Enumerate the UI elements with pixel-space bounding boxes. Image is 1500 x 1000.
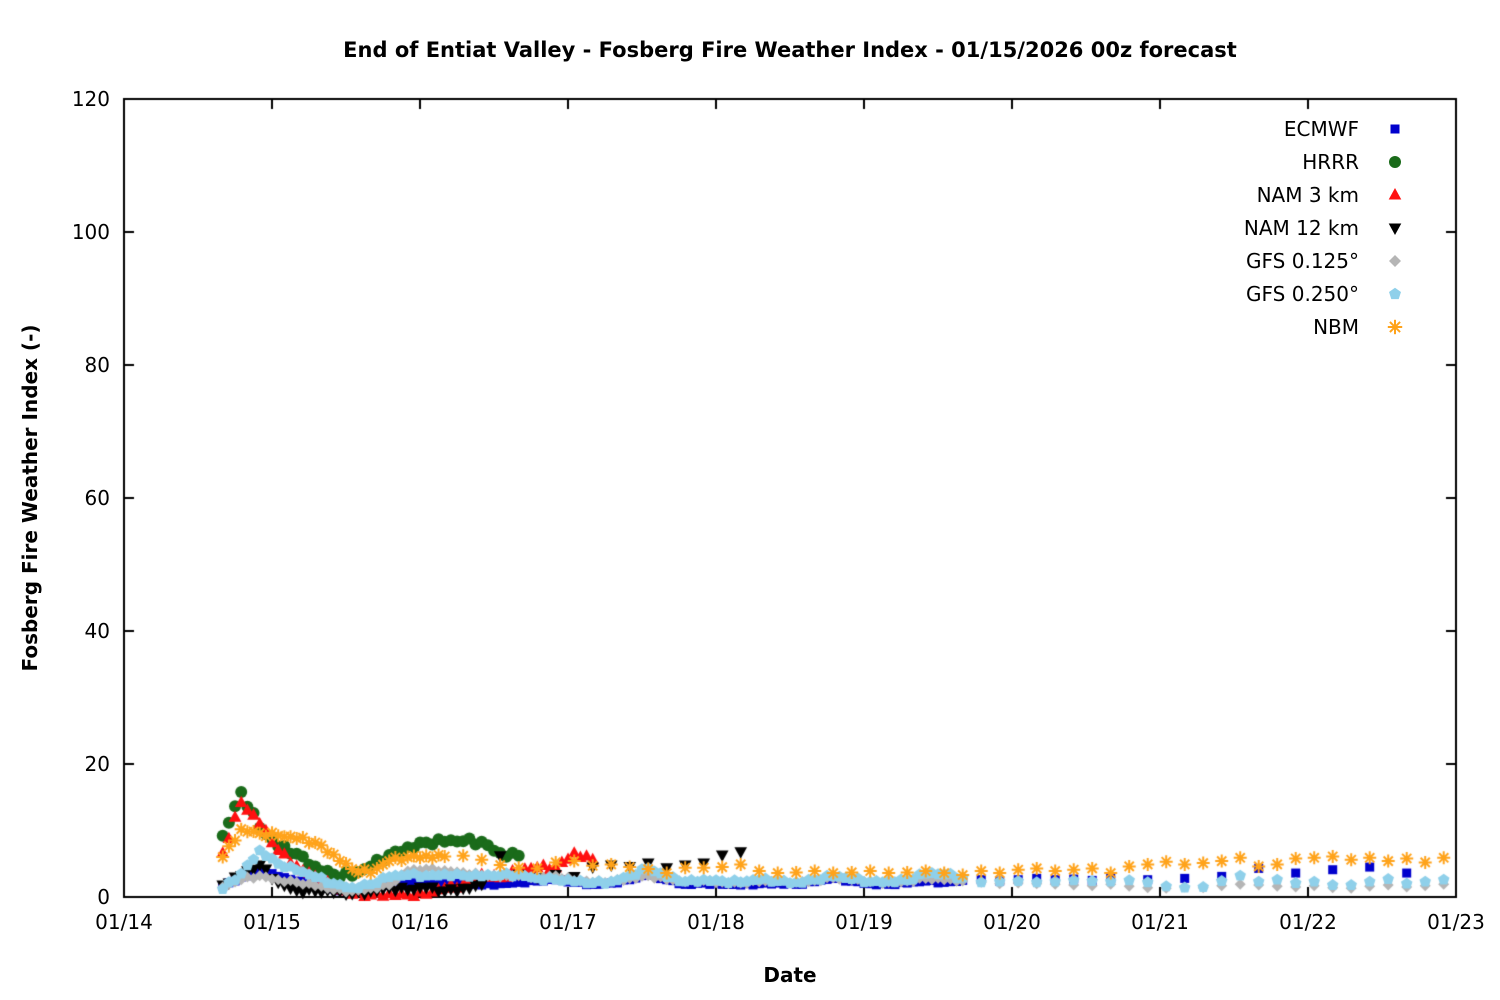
y-tick-label-100: 100: [71, 220, 110, 244]
x-tick-label-01-22: 01/22: [1279, 910, 1337, 934]
legend-label-nam-3km: NAM 3 km: [1256, 182, 1359, 207]
y-tick-label-80: 80: [84, 353, 110, 377]
y-tick-label-120: 120: [71, 87, 110, 111]
legend-label-gfs-0250: GFS 0.250°: [1246, 281, 1359, 306]
legend-item-gfs-0250: GFS 0.250°: [1244, 277, 1407, 310]
y-tick-label-0: 0: [97, 885, 110, 909]
legend-item-nam-12km: NAM 12 km: [1244, 211, 1407, 244]
legend-item-nbm: NBM: [1244, 310, 1407, 343]
chart-title: End of Entiat Valley - Fosberg Fire Weat…: [343, 38, 1237, 62]
x-tick-label-01-17: 01/17: [539, 910, 597, 934]
x-tick-label-01-20: 01/20: [983, 910, 1041, 934]
nbm-marker-icon: [1383, 315, 1407, 339]
x-tick-label-01-16: 01/16: [391, 910, 449, 934]
ecmwf-marker-icon: [1383, 117, 1407, 141]
legend-item-gfs-0125: GFS 0.125°: [1244, 244, 1407, 277]
x-tick-label-01-23: 01/23: [1427, 910, 1485, 934]
y-tick-label-20: 20: [84, 752, 110, 776]
nam-3km-marker-icon: [1383, 183, 1407, 207]
legend-label-ecmwf: ECMWF: [1283, 116, 1359, 141]
x-tick-label-01-14: 01/14: [95, 910, 153, 934]
legend-item-hrrr: HRRR: [1244, 145, 1407, 178]
x-tick-label-01-15: 01/15: [243, 910, 301, 934]
hrrr-marker-icon: [1383, 150, 1407, 174]
y-tick-label-60: 60: [84, 486, 110, 510]
x-tick-label-01-19: 01/19: [835, 910, 893, 934]
x-tick-label-01-21: 01/21: [1131, 910, 1189, 934]
y-tick-label-40: 40: [84, 619, 110, 643]
legend-item-nam-3km: NAM 3 km: [1244, 178, 1407, 211]
legend-label-nbm: NBM: [1313, 314, 1359, 339]
legend-item-ecmwf: ECMWF: [1244, 112, 1407, 145]
y-axis-label: Fosberg Fire Weather Index (-): [18, 324, 42, 672]
nam-12km-marker-icon: [1383, 216, 1407, 240]
gfs-0125-marker-icon: [1383, 249, 1407, 273]
legend-label-nam-12km: NAM 12 km: [1243, 215, 1359, 240]
legend: ECMWF HRRR NAM 3 km NAM 12 km GFS 0.125° GFS …: [1244, 112, 1407, 343]
legend-label-gfs-0125: GFS 0.125°: [1246, 248, 1359, 273]
x-axis-label: Date: [763, 963, 817, 987]
x-tick-label-01-18: 01/18: [687, 910, 745, 934]
legend-label-hrrr: HRRR: [1302, 149, 1359, 174]
gfs-0250-marker-icon: [1383, 282, 1407, 306]
